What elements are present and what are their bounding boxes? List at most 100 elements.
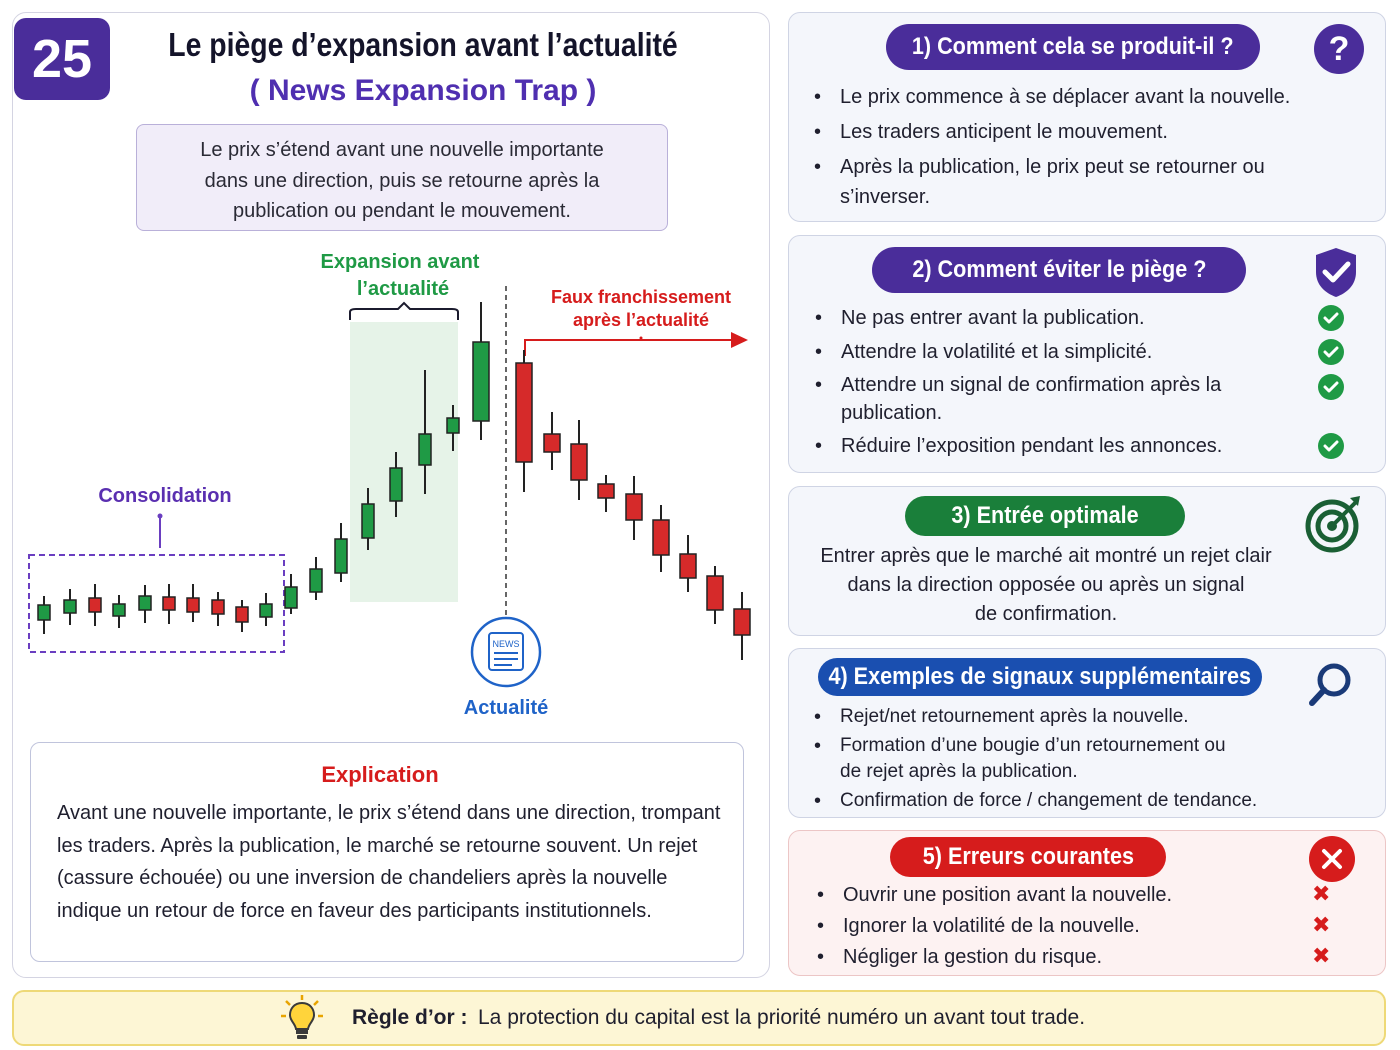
bearish-candle — [597, 483, 615, 499]
card4-title-pill: 4) Exemples de signaux supplémentaires — [818, 658, 1262, 696]
list-item: Attendre un signal de confirmation après… — [813, 371, 1253, 427]
card1-title-pill: 1) Comment cela se produit-il ? — [886, 24, 1260, 70]
fake-breakout-arrowhead — [731, 332, 748, 348]
bearish-candle — [235, 606, 249, 623]
bullish-candle — [63, 599, 77, 614]
bearish-candle — [706, 575, 724, 611]
shield-check-icon — [1316, 248, 1356, 297]
list-item: Rejet/net retournement après la nouvelle… — [812, 704, 1292, 730]
bullish-candle — [334, 538, 348, 574]
bearish-candle — [211, 599, 225, 615]
expansion-label-line2: l’actualité — [357, 278, 449, 300]
list-item: Les traders anticipent le mouvement. — [812, 117, 1332, 147]
candles-group — [37, 302, 751, 660]
lightbulb-icon — [281, 995, 323, 1039]
bearish-candle — [162, 596, 176, 611]
x-mark-icon: ✖ — [1312, 943, 1331, 968]
card5-list: Ouvrir une position avant la nouvelle. I… — [815, 880, 1255, 972]
consolidation-box — [28, 554, 285, 653]
card3-text-line: de confirmation. — [974, 603, 1118, 625]
card5-title-pill: 5) Erreurs courantes — [890, 837, 1166, 877]
news-icon-text: NEWS — [493, 639, 520, 649]
card3-title: 3) Entrée optimale — [951, 502, 1139, 529]
x-mark-icon: ✖ — [1312, 881, 1331, 906]
bullish-candle — [138, 595, 152, 611]
list-item: Confirmation de force / changement de te… — [812, 788, 1292, 814]
target-icon — [1305, 496, 1360, 553]
bearish-candle — [679, 553, 697, 579]
check-icon — [1318, 433, 1344, 459]
check-icon — [1318, 339, 1344, 365]
card4-list: Rejet/net retournement après la nouvelle… — [812, 704, 1292, 814]
bullish-candle — [37, 604, 51, 621]
fake-breakout-arrow — [524, 339, 734, 356]
list-item: Réduire l’exposition pendant les annonce… — [813, 431, 1253, 461]
expansion-label-line1: Expansion avant — [321, 251, 480, 273]
consolidation-pointer-dot — [157, 513, 163, 519]
bullish-candle — [472, 341, 490, 422]
explanation-title: Explication — [321, 762, 439, 787]
news-label: Actualité — [464, 697, 548, 719]
card1-list: Le prix commence à se déplacer avant la … — [812, 82, 1332, 212]
page-subtitle: ( News Expansion Trap ) — [249, 74, 597, 107]
bearish-candle — [88, 597, 102, 613]
page-title: Le piège d’expansion avant l’actualité — [168, 26, 678, 63]
explanation-box — [30, 742, 744, 962]
golden-rule-text: La protection du capital est la priorité… — [478, 1006, 1086, 1029]
card3-text-line: dans la direction opposée ou après un si… — [847, 574, 1245, 596]
explanation-line: indique un retour de force en faveur des… — [57, 899, 652, 922]
check-icon — [1318, 305, 1344, 331]
bearish-candle — [515, 362, 533, 463]
card3-text-line: Entrer après que le marché ait montré un… — [820, 545, 1272, 567]
card4-title: 4) Exemples de signaux supplémentaires — [828, 663, 1252, 690]
bullish-candle — [361, 503, 375, 539]
definition-box: Le prix s’étend avant une nouvelle impor… — [136, 124, 668, 231]
golden-rule-bar — [12, 990, 1386, 1046]
card2-list: Ne pas entrer avant la publication. Atte… — [813, 303, 1253, 461]
expansion-bracket — [349, 301, 459, 320]
candlestick-diagram: Expansion avant l’actualité Consolidatio… — [28, 251, 751, 719]
expansion-zone — [350, 322, 458, 602]
bullish-candle — [389, 467, 403, 502]
bearish-candle — [186, 597, 200, 613]
x-mark-icon: ✖ — [1312, 912, 1331, 937]
news-icon: NEWS — [470, 616, 542, 688]
card3-text: Entrer après que le marché ait montré un… — [800, 542, 1292, 629]
consolidation-label: Consolidation — [98, 485, 231, 507]
card3-title-pill: 3) Entrée optimale — [905, 496, 1185, 536]
x-circle-icon — [1309, 836, 1355, 882]
card2-title-pill: 2) Comment éviter le piège ? — [872, 247, 1246, 293]
golden-rule-label: Règle d’or : — [352, 1006, 468, 1029]
magnifier-icon — [1309, 663, 1351, 706]
explanation-line: les traders. Après la publication, le ma… — [57, 834, 698, 857]
explanation-line: Avant une nouvelle importante, le prix s… — [57, 802, 721, 824]
bearish-candle — [570, 443, 588, 481]
bullish-candle — [259, 603, 273, 618]
explanation-line: (cassure échouée) ou une inversion de ch… — [57, 867, 668, 889]
definition-line: publication ou pendant le mouvement. — [232, 200, 571, 222]
list-item: Attendre la volatilité et la simplicité. — [813, 337, 1253, 367]
bearish-candle — [625, 493, 643, 521]
card5-title: 5) Erreurs courantes — [922, 843, 1134, 870]
list-item: Le prix commence à se déplacer avant la … — [812, 82, 1332, 112]
bullish-candle — [112, 603, 126, 617]
pattern-number-badge: 25 — [14, 18, 110, 100]
list-item: Ignorer la volatilité de la nouvelle. — [815, 911, 1255, 941]
list-item: Négliger la gestion du risque. — [815, 942, 1255, 972]
check-icon — [1318, 374, 1344, 400]
definition-line: dans une direction, puis se retourne apr… — [204, 169, 600, 192]
bullish-candle — [418, 433, 432, 466]
list-item: Après la publication, le prix peut se re… — [812, 152, 1292, 212]
card1-title: 1) Comment cela se produit-il ? — [912, 33, 1234, 60]
bearish-candle — [543, 433, 561, 453]
bullish-candle — [446, 417, 460, 434]
list-item: Ne pas entrer avant la publication. — [813, 303, 1253, 333]
fake-breakout-label-line2: après l’actualité — [573, 310, 709, 330]
bearish-candle — [652, 519, 670, 556]
bullish-candle — [309, 568, 323, 593]
definition-line: Le prix s’étend avant une nouvelle impor… — [200, 139, 604, 161]
bearish-candle — [733, 608, 751, 636]
list-item: Ouvrir une position avant la nouvelle. — [815, 880, 1255, 910]
fake-breakout-label-line1: Faux franchissement — [551, 287, 731, 307]
question-icon: ? — [1314, 24, 1364, 74]
